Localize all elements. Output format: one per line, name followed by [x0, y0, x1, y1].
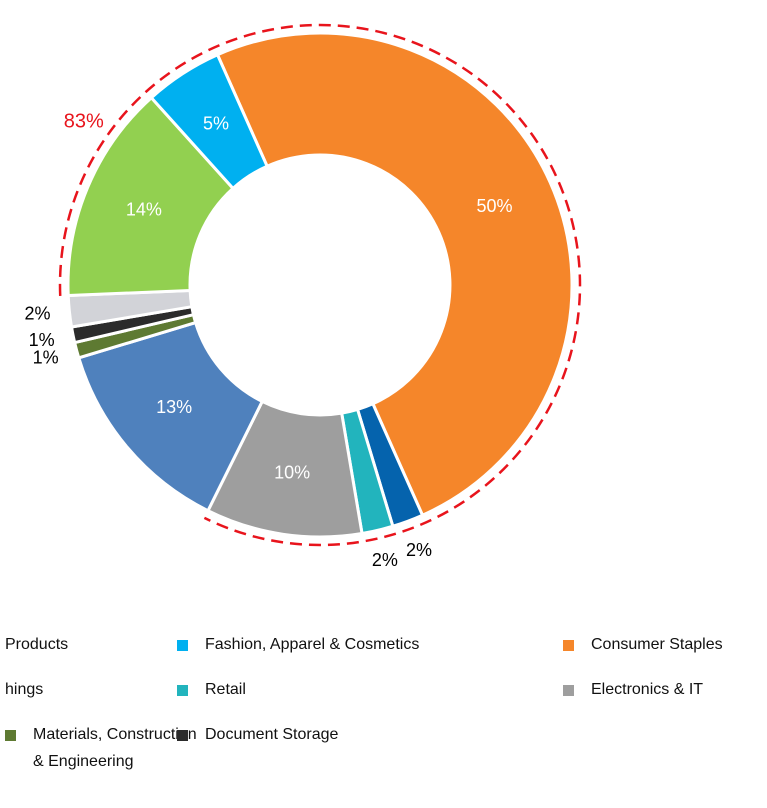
donut-slice	[149, 52, 270, 191]
legend-label: Consumer Staples	[591, 636, 723, 653]
legend-label: Products	[5, 636, 68, 653]
legend-label: Retail	[205, 681, 246, 698]
annotation: 83%	[64, 110, 104, 132]
data-label: 10%	[274, 463, 310, 483]
data-label: 1%	[33, 347, 59, 367]
highlight-arc	[58, 23, 582, 547]
legend-swatch	[5, 730, 16, 741]
data-label: 2%	[372, 550, 398, 570]
data-label: 2%	[25, 303, 51, 323]
data-label: 14%	[126, 200, 162, 220]
data-label: 1%	[29, 330, 55, 350]
legend-label: Fashion, Apparel & Cosmetics	[205, 636, 419, 653]
data-label: 13%	[156, 397, 192, 417]
legend-label: Materials, Construction	[33, 726, 197, 743]
data-label: 5%	[203, 114, 229, 134]
legend-label: hings	[5, 681, 43, 698]
legend-swatch	[177, 640, 188, 651]
legend-label: Document Storage	[205, 726, 339, 743]
data-label: 50%	[476, 196, 512, 216]
data-label: 2%	[406, 540, 432, 560]
legend-swatch	[563, 640, 574, 651]
legend-label: Electronics & IT	[591, 681, 703, 698]
donut-slice	[215, 31, 574, 518]
legend-swatch	[177, 730, 188, 741]
legend-swatch	[177, 685, 188, 696]
legend-swatch	[563, 685, 574, 696]
legend-label: & Engineering	[33, 753, 134, 770]
